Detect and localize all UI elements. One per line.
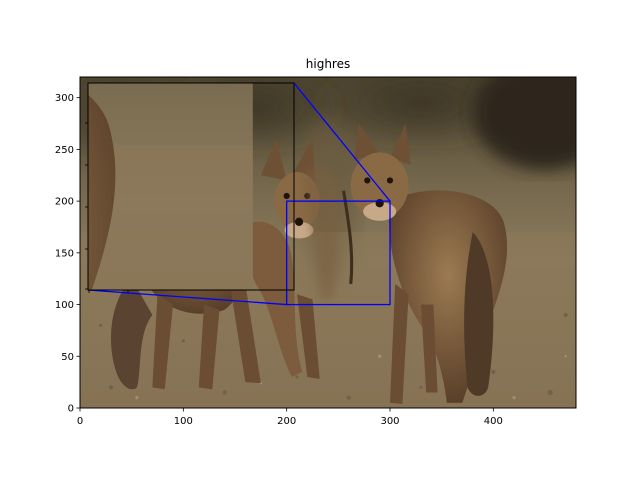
zoom-region-rectangle <box>286 200 391 306</box>
inset-ticks <box>85 122 129 293</box>
zoom-connector-line <box>293 82 391 202</box>
y-tick-label: 0 <box>68 404 74 415</box>
x-tick-label: 400 <box>484 416 503 427</box>
y-tick-label: 250 <box>55 145 74 156</box>
y-tick-label: 100 <box>55 300 74 311</box>
main-image-axes: 0 100 200 300 400 0 50 100 150 200 250 300 <box>55 76 577 427</box>
inset-axes <box>85 82 295 293</box>
y-tick-label: 200 <box>55 197 74 208</box>
x-axis: 0 100 200 300 400 <box>77 408 503 427</box>
x-tick-label: 0 <box>77 416 83 427</box>
y-tick-label: 300 <box>55 93 74 104</box>
zoom-connector-line <box>87 289 287 306</box>
y-tick-label: 50 <box>61 352 74 363</box>
x-tick-label: 100 <box>174 416 193 427</box>
x-tick-label: 300 <box>380 416 399 427</box>
y-axis: 0 50 100 150 200 250 300 <box>55 93 80 415</box>
y-tick-label: 150 <box>55 248 74 259</box>
main-axes-frame <box>79 76 577 409</box>
inset-axes-frame <box>87 82 295 291</box>
chart-title: highres <box>306 57 350 71</box>
zoom-indicator <box>87 82 391 306</box>
x-tick-label: 200 <box>277 416 296 427</box>
